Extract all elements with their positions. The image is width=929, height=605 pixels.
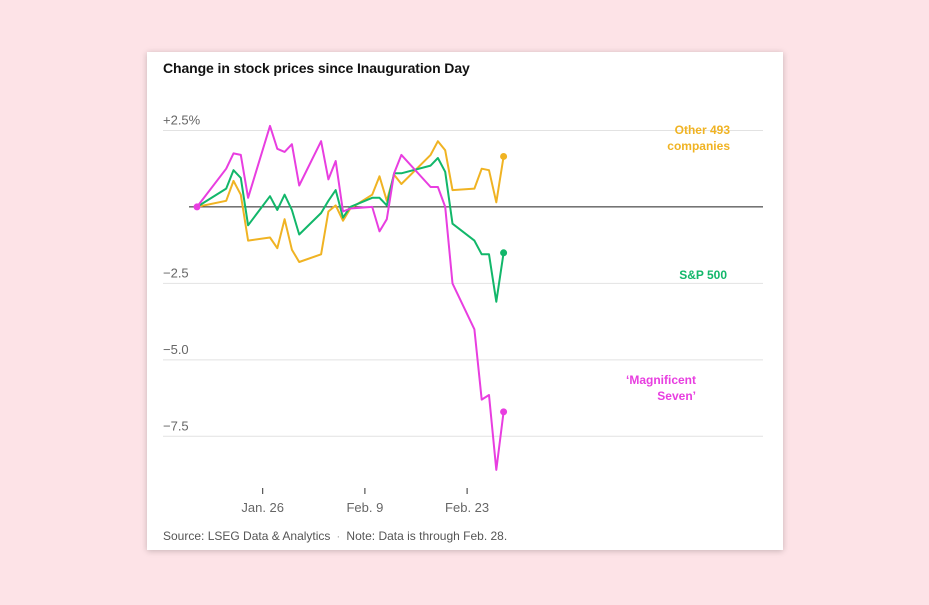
x-tick-label: Feb. 23 xyxy=(445,500,489,515)
y-tick-label: −5.0 xyxy=(163,342,189,357)
series-line xyxy=(196,140,505,263)
chart-card: Change in stock prices since Inauguratio… xyxy=(147,52,783,550)
source-note: Source: LSEG Data & Analytics xyxy=(163,529,331,543)
y-tick-label: −2.5 xyxy=(163,265,189,280)
series-end-point xyxy=(500,152,508,160)
footer-separator: · xyxy=(336,529,341,543)
chart-title: Change in stock prices since Inauguratio… xyxy=(163,60,470,76)
y-tick-label: −7.5 xyxy=(163,418,189,433)
start-point xyxy=(193,203,201,211)
chart-footer: Source: LSEG Data & Analytics · Note: Data… xyxy=(163,529,507,543)
series-label: S&P 500 xyxy=(679,268,727,282)
series-label: Other 493 companies xyxy=(667,123,730,153)
series-line xyxy=(196,157,505,303)
series-label: ‘Magnificent Seven’ xyxy=(626,373,696,403)
data-note: Note: Data is through Feb. 28. xyxy=(346,529,508,543)
x-tick-label: Feb. 9 xyxy=(346,500,383,515)
series-end-point xyxy=(500,249,508,257)
series-line xyxy=(196,124,505,471)
series-end-point xyxy=(500,408,508,416)
y-tick-label: +2.5% xyxy=(163,112,201,127)
line-chart: +2.5% −2.5 −5.0 −7.5 Jan. 26 Feb. 9 Feb. 23 O… xyxy=(163,112,763,515)
x-tick-label: Jan. 26 xyxy=(241,500,284,515)
